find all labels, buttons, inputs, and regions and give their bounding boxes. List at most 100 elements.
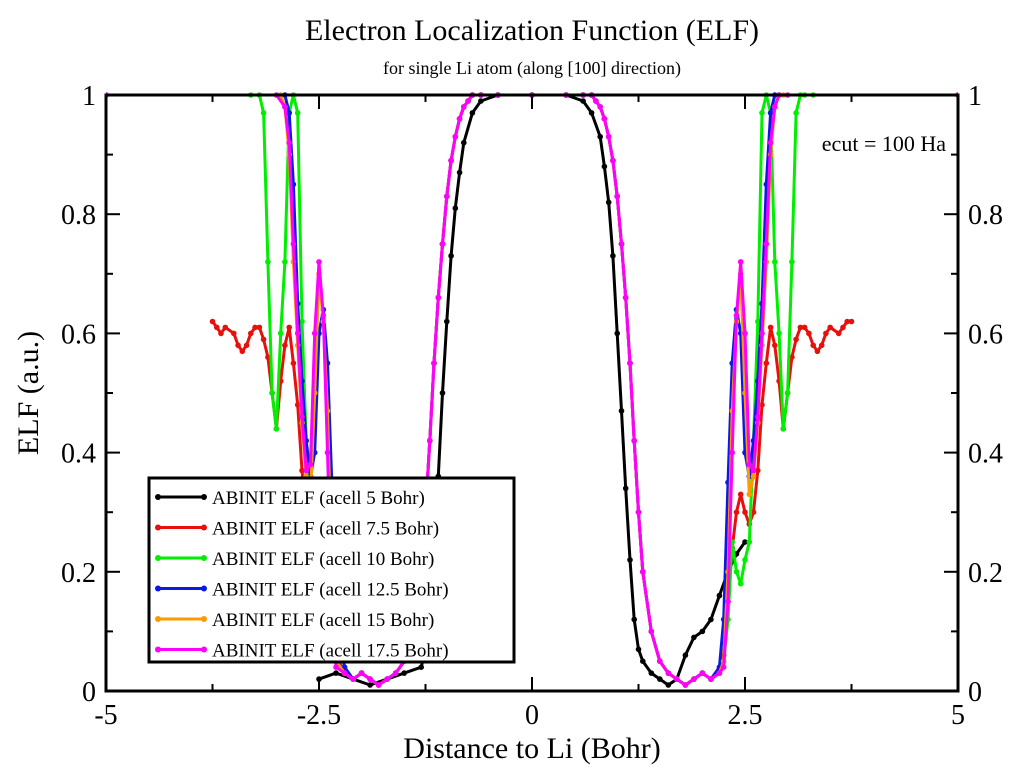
data-point [320,312,327,319]
data-point [793,336,799,343]
data-point [733,569,740,575]
y-tick-label-right: 1 [968,81,982,112]
data-point [755,318,761,325]
x-tick-label: -2.5 [297,700,341,731]
data-point [835,330,842,337]
x-axis-label: Distance to Li (Bohr) [403,732,660,765]
data-point [469,110,476,116]
data-point [350,676,356,682]
data-point [814,348,821,355]
data-point [810,342,816,349]
legend-marker [155,646,161,653]
data-point [243,342,250,349]
data-point [776,330,782,337]
data-point [763,360,770,367]
data-point [750,467,757,474]
data-point [648,670,655,676]
data-point [622,294,629,301]
data-point [665,670,672,676]
data-point [294,330,301,337]
y-tick-label: 0.6 [61,319,96,350]
legend-label: ABINIT ELF (acell 10 Bohr) [212,549,434,570]
legend-marker [201,555,207,561]
data-point [772,104,778,110]
data-point [299,467,305,474]
data-point [746,491,753,498]
data-point [746,461,753,468]
data-point [767,139,774,146]
legend-marker [155,616,161,622]
legend-marker [155,524,161,531]
data-point [418,664,425,670]
data-point [265,354,271,361]
data-point [218,330,224,337]
y-tick-label: 0.8 [61,200,96,231]
x-tick-label: 0 [525,700,539,731]
data-point [588,110,595,116]
y-tick-label: 1 [82,81,96,112]
data-point [465,98,471,104]
data-point [848,318,855,325]
data-point [789,259,795,265]
data-point [593,98,599,104]
legend-marker [201,585,207,592]
data-point [282,342,288,349]
data-point [665,682,672,688]
data-point [235,342,241,349]
legend-label: ABINIT ELF (acell 5 Bohr) [212,488,425,509]
data-point [640,658,646,664]
chart-subtitle: for single Li atom (along [100] directio… [383,58,681,79]
data-point [461,104,467,110]
data-point [657,658,663,664]
data-point [439,241,446,247]
data-point [784,390,791,396]
data-point [750,473,757,480]
ticks-layer: -5 -2.5 0 2.5 50 00.2 0.20.4 0.40.6 0.60.8 0.81 1 [61,81,1003,731]
data-point [231,330,237,337]
data-point [333,664,339,670]
data-point [341,670,348,676]
data-point [601,163,608,170]
data-point [708,616,714,623]
data-point [793,110,799,116]
data-point [767,110,774,116]
data-point [269,390,275,396]
data-point [640,569,646,575]
data-point [252,324,258,331]
data-point [610,157,616,164]
data-point [827,324,833,331]
data-point [801,324,808,331]
y-tick-label: 0 [82,677,96,708]
data-point [605,199,612,206]
data-point [256,324,263,331]
data-point [767,324,774,331]
legend-marker [201,524,207,531]
data-point [657,676,663,682]
y-tick-label-right: 0 [968,677,982,708]
data-point [699,628,706,635]
data-point [303,467,310,474]
data-point [260,336,267,343]
data-point [755,467,761,474]
data-point [294,110,301,116]
x-tick-label: -5 [94,700,117,731]
data-point [716,592,723,599]
data-point [299,318,305,325]
data-point [392,670,399,676]
data-point [750,509,757,515]
data-point [691,634,697,641]
data-point [597,133,603,140]
legend-label: ABINIT ELF (acell 17.5 Bohr) [212,641,449,662]
y-tick-label-right: 0.2 [968,558,1003,589]
x-tick-label: 5 [951,700,965,731]
y-axis-label: ELF (a.u.) [12,331,45,455]
legend-label: ABINIT ELF (acell 15 Bohr) [212,610,434,631]
data-point [448,157,454,164]
data-point [401,670,408,676]
ecut-annotation: ecut = 100 Ha [822,131,946,156]
data-point [737,491,744,498]
data-point [456,169,463,176]
data-point [716,670,723,676]
data-point [635,646,642,653]
